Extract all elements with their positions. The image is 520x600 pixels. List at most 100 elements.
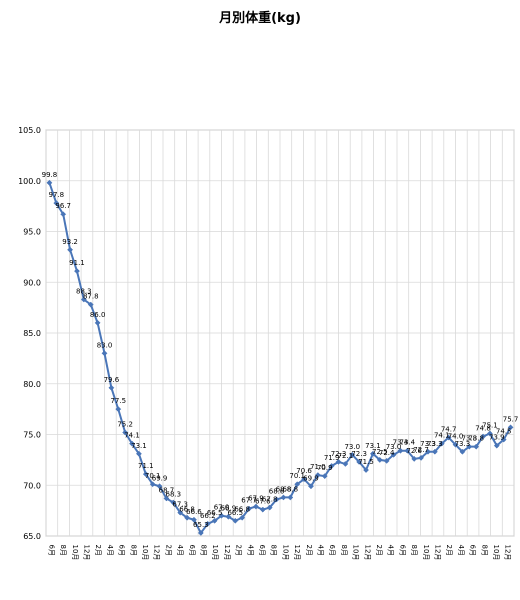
data-label: 73.0 xyxy=(344,443,360,451)
data-label: 74.1 xyxy=(434,432,450,440)
data-point xyxy=(314,472,321,479)
x-tick-label: 4月 xyxy=(246,545,254,556)
data-point xyxy=(115,406,122,413)
data-label: 73.1 xyxy=(131,442,147,450)
y-tick-label: 90.0 xyxy=(23,278,41,287)
x-tick-label: 2月 xyxy=(375,545,383,556)
data-label: 71.1 xyxy=(138,462,154,470)
y-tick-label: 95.0 xyxy=(23,228,41,237)
data-point xyxy=(425,448,431,455)
x-tick-label: 2月 xyxy=(445,545,453,556)
data-point xyxy=(191,516,197,523)
data-label: 69.9 xyxy=(303,474,319,482)
data-label: 75.2 xyxy=(117,420,133,428)
data-label: 72.6 xyxy=(406,447,422,455)
data-point xyxy=(356,458,363,465)
data-label: 74.1 xyxy=(124,432,140,440)
data-label: 73.3 xyxy=(455,440,471,448)
data-label: 66.8 xyxy=(179,506,195,514)
data-point xyxy=(211,517,218,524)
data-point xyxy=(349,451,356,458)
x-tick-label: 6月 xyxy=(328,545,336,556)
x-tick-label: 6月 xyxy=(398,545,406,556)
x-tick-label: 12月 xyxy=(293,545,301,561)
data-point xyxy=(493,442,500,449)
data-label: 67.8 xyxy=(262,496,278,504)
data-label: 97.8 xyxy=(49,191,65,199)
data-label: 74.0 xyxy=(448,433,464,441)
data-point xyxy=(473,443,480,450)
data-label: 66.8 xyxy=(234,506,250,514)
data-point xyxy=(246,505,252,512)
data-point xyxy=(294,481,301,488)
data-point xyxy=(80,296,87,303)
x-tick-label: 10月 xyxy=(211,545,219,561)
x-tick-label: 2月 xyxy=(164,545,172,556)
x-tick-label: 12月 xyxy=(363,545,371,561)
data-label: 67.3 xyxy=(172,501,188,509)
data-point xyxy=(177,509,184,516)
data-label: 72.1 xyxy=(338,452,354,460)
data-label: 72.7 xyxy=(413,446,429,454)
data-point xyxy=(507,424,514,431)
data-point xyxy=(287,494,294,501)
data-label: 75.1 xyxy=(482,421,498,429)
y-tick-label: 70.0 xyxy=(23,481,41,490)
data-point xyxy=(335,458,342,465)
data-point xyxy=(404,447,411,454)
data-label: 68.6 xyxy=(269,487,285,495)
data-point xyxy=(266,504,273,511)
data-label: 73.0 xyxy=(386,443,402,451)
data-point xyxy=(67,246,74,253)
data-label: 70.1 xyxy=(289,472,305,480)
data-label: 65.3 xyxy=(193,521,209,529)
data-label: 72.4 xyxy=(379,449,395,457)
data-label: 71.0 xyxy=(310,463,326,471)
x-tick-label: 12月 xyxy=(504,545,512,561)
data-label: 68.8 xyxy=(276,485,292,493)
series-layer xyxy=(46,179,514,536)
data-point xyxy=(225,513,232,520)
data-point xyxy=(397,447,404,454)
data-point xyxy=(108,384,115,391)
data-point xyxy=(363,467,369,473)
data-point xyxy=(280,494,287,501)
data-point xyxy=(142,471,149,478)
x-tick-label: 12月 xyxy=(223,545,231,561)
data-point xyxy=(486,430,493,437)
y-tick-label: 100.0 xyxy=(18,177,41,186)
data-point xyxy=(342,460,349,467)
data-point xyxy=(259,506,266,513)
x-tick-label: 10月 xyxy=(352,545,360,561)
x-tick-label: 4月 xyxy=(457,545,465,556)
data-label: 73.3 xyxy=(420,440,436,448)
x-tick-label: 2月 xyxy=(305,545,313,556)
data-label: 72.3 xyxy=(331,450,347,458)
data-point xyxy=(87,301,94,308)
data-point xyxy=(369,450,376,457)
data-point xyxy=(418,454,425,461)
data-point xyxy=(101,350,108,357)
x-tick-label: 8月 xyxy=(270,545,278,556)
x-tick-label: 10月 xyxy=(71,545,79,561)
y-tick-label: 105.0 xyxy=(18,126,41,135)
data-label: 72.5 xyxy=(372,448,388,456)
x-tick-label: 8月 xyxy=(340,545,348,556)
x-tick-label: 6月 xyxy=(469,545,477,556)
data-label: 74.8 xyxy=(475,425,491,433)
data-label: 70.9 xyxy=(317,464,333,472)
data-label: 68.7 xyxy=(159,486,175,494)
y-tick-label: 65.0 xyxy=(23,532,41,541)
data-point xyxy=(239,514,246,521)
data-point xyxy=(500,436,507,443)
x-tick-label: 12月 xyxy=(82,545,90,561)
data-label: 73.8 xyxy=(468,435,484,443)
x-tick-label: 8月 xyxy=(129,545,137,556)
data-label: 75.7 xyxy=(503,415,519,423)
data-point xyxy=(431,448,438,455)
data-label: 73.8 xyxy=(461,435,477,443)
data-point xyxy=(135,450,142,457)
data-point xyxy=(452,441,459,448)
